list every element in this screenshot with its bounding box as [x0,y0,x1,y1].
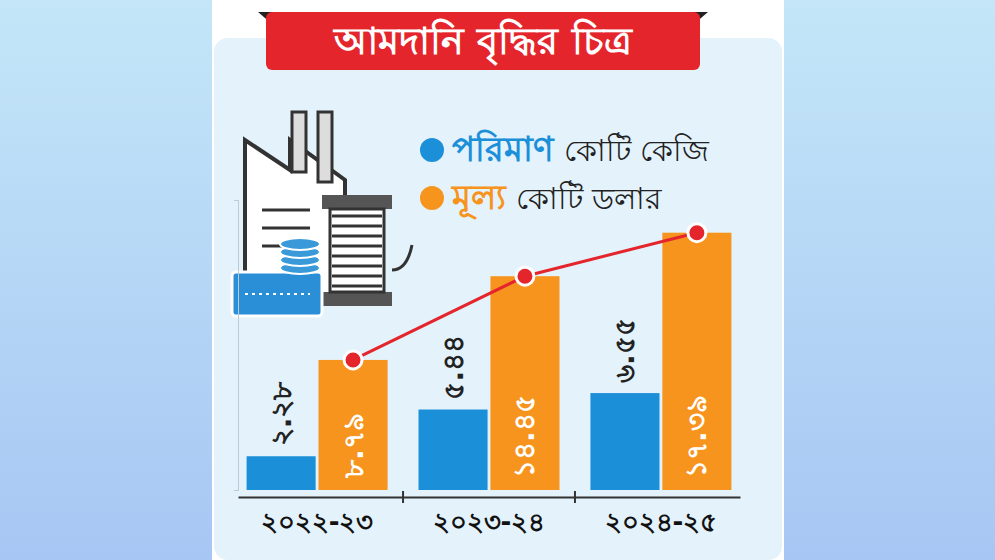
data-label: ১৭.৩৯ [680,395,713,478]
card-edge [212,0,784,560]
title-banner [266,12,700,70]
bar [319,360,388,490]
card [214,38,782,560]
x-tick: ২০২৪-২৫ [605,497,718,537]
x-tick: ২০২৩-২৪ [433,497,546,537]
plot-area [247,224,732,490]
y-tick [234,490,238,491]
data-label: ৫.৪৪ [437,335,470,400]
background [0,0,995,560]
x-tick-label: ২০২৩-২৪ [433,507,546,537]
bar [419,410,488,490]
x-axis: ২০২২-২৩ ২০২৩-২৪ ২০২৪-২৫ [239,497,741,537]
y-tick-mark [234,490,238,491]
legend-swatch [420,186,444,210]
x-axis-line [239,497,741,499]
x-tick-label: ২০২৪-২৫ [605,507,718,537]
marker [516,267,534,285]
legend-label: মূল্য কোটি ডলার [451,177,662,220]
marker [344,351,362,369]
trend-line [353,233,697,360]
bar [247,456,316,490]
group-separator [574,491,576,503]
group-separator [402,491,404,503]
legend-swatch [420,138,444,162]
data-labels: ২.২৮ ৫.৪৪ ৬.৫৫ ৮.৭৯ ১৪.৪৫ ১৭.৩৯ [265,318,714,479]
data-label: ৮.৭৯ [337,413,370,479]
x-tick: ২০২২-২৩ [261,497,374,537]
data-label: ৬.৫৫ [608,318,641,383]
data-label: ১৪.৪৫ [508,395,541,478]
icon [232,112,412,316]
data-label: ২.২৮ [265,381,298,447]
y-axis-line [234,201,239,491]
bar [662,233,731,490]
bar [490,276,559,490]
bar [590,393,659,490]
x-tick-label: ২০২২-২৩ [261,507,374,537]
chart: আমদানি বৃদ্ধির চিত্র পরিমাণ কোটি কেজি মূল্… [0,0,995,560]
marker [688,224,706,242]
legend-label: পরিমাণ কোটি কেজি [452,129,710,169]
title: আমদানি বৃদ্ধির চিত্র [332,18,632,66]
y-axis [234,201,239,491]
